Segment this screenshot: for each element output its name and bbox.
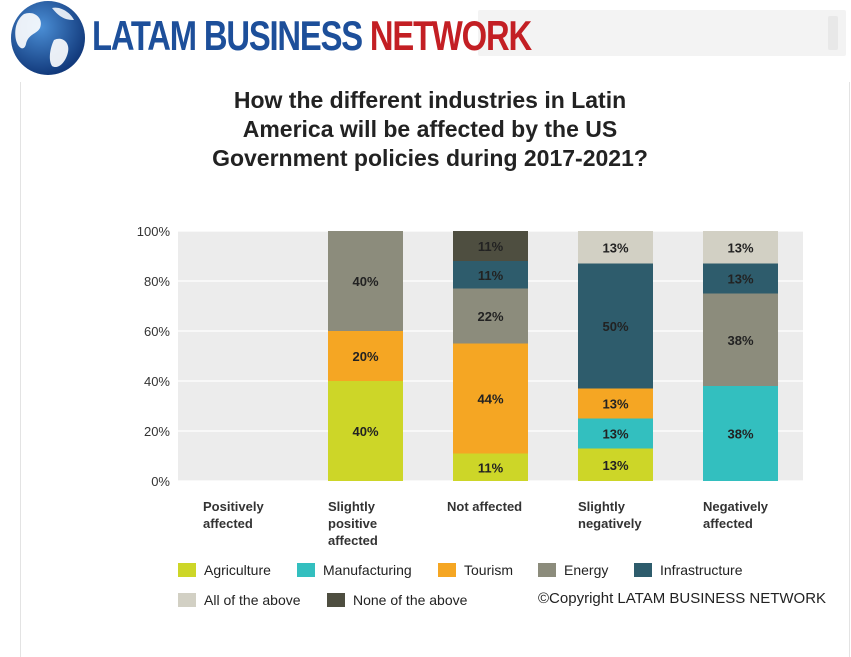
bar-segment bbox=[453, 288, 528, 344]
bar-segment bbox=[328, 331, 403, 381]
data-label: 22% bbox=[477, 309, 503, 324]
bar-segment bbox=[328, 381, 403, 481]
legend-item: Tourism bbox=[438, 562, 513, 578]
y-tick-label: 40% bbox=[144, 374, 170, 389]
chart-title-line: America will be affected by the US bbox=[242, 116, 618, 142]
data-label: 11% bbox=[478, 268, 504, 283]
legend-label: Tourism bbox=[464, 562, 514, 578]
legend-item: None of the above bbox=[327, 592, 467, 608]
data-label: 50% bbox=[602, 319, 628, 334]
content-card bbox=[20, 82, 850, 657]
data-label: 13% bbox=[602, 397, 628, 412]
chart-title: How the different industries in Latin Am… bbox=[160, 86, 700, 173]
data-label: 13% bbox=[727, 272, 753, 287]
legend-swatch bbox=[178, 563, 196, 577]
data-label: 11% bbox=[478, 239, 504, 254]
legend-label: Infrastructure bbox=[660, 562, 743, 578]
legend-item: Agriculture bbox=[178, 562, 271, 578]
data-label: 38% bbox=[727, 427, 753, 442]
x-category-label: Positively affected bbox=[203, 499, 264, 531]
x-category-label: Slightly negatively bbox=[578, 499, 642, 531]
chart-title-line: How the different industries in Latin bbox=[233, 87, 627, 113]
legend-item: Infrastructure bbox=[634, 562, 742, 578]
y-tick-label: 60% bbox=[144, 324, 170, 339]
bar-segment bbox=[703, 293, 778, 386]
bar-segment bbox=[578, 418, 653, 449]
legend-swatch bbox=[297, 563, 315, 577]
legend-label: None of the above bbox=[353, 592, 468, 608]
legend-swatch bbox=[438, 563, 456, 577]
scroll-handle[interactable] bbox=[828, 16, 838, 50]
legend-label: Manufacturing bbox=[323, 562, 412, 578]
y-tick-label: 100% bbox=[137, 224, 171, 239]
y-tick-label: 80% bbox=[144, 274, 170, 289]
legend-label: All of the above bbox=[204, 592, 301, 608]
top-bar bbox=[478, 10, 846, 56]
x-category-label: Negatively affected bbox=[703, 499, 769, 531]
data-label: 44% bbox=[477, 392, 503, 407]
legend-label: Agriculture bbox=[204, 562, 271, 578]
data-label: 13% bbox=[602, 427, 628, 442]
data-label: 20% bbox=[352, 349, 378, 364]
data-label: 13% bbox=[727, 240, 753, 255]
copyright-text: ©Copyright LATAM BUSINESS NETWORK bbox=[538, 590, 827, 607]
bar-segment bbox=[578, 231, 653, 264]
data-label: 13% bbox=[602, 240, 628, 255]
bar-segment bbox=[703, 231, 778, 264]
data-label: 13% bbox=[602, 458, 628, 473]
x-category-label: Not affected bbox=[447, 499, 523, 514]
bar-segment bbox=[453, 453, 528, 481]
legend-swatch bbox=[327, 593, 345, 607]
y-tick-label: 0% bbox=[151, 474, 170, 489]
bar-segment bbox=[578, 388, 653, 419]
brand-name: LATAM BUSINESS NETWORK bbox=[92, 12, 532, 60]
bar-segment bbox=[453, 231, 528, 261]
data-label: 40% bbox=[352, 274, 378, 289]
bar-segment bbox=[328, 231, 403, 331]
bar-segment bbox=[578, 448, 653, 481]
data-label: 38% bbox=[727, 333, 753, 348]
data-label: 11% bbox=[478, 460, 504, 475]
bar-segment bbox=[703, 263, 778, 294]
legend-item: Manufacturing bbox=[297, 562, 412, 578]
brand-name-part1: LATAM BUSINESS bbox=[92, 12, 370, 59]
bar-segment bbox=[453, 343, 528, 454]
chart-title-line: Government policies during 2017-2021? bbox=[212, 145, 648, 171]
legend-item: All of the above bbox=[178, 592, 301, 608]
brand-name-part2: NETWORK bbox=[369, 12, 532, 59]
bar-segment bbox=[453, 261, 528, 289]
bar-segment bbox=[578, 263, 653, 389]
legend-swatch bbox=[538, 563, 556, 577]
y-tick-label: 20% bbox=[144, 424, 170, 439]
legend-label: Energy bbox=[564, 562, 609, 578]
data-label: 40% bbox=[352, 424, 378, 439]
legend-swatch bbox=[634, 563, 652, 577]
legend-item: Energy bbox=[538, 562, 608, 578]
legend-swatch bbox=[178, 593, 196, 607]
bar-segment bbox=[703, 386, 778, 481]
globe-logo-icon bbox=[11, 1, 85, 75]
x-category-label: Slightly positive affected bbox=[328, 499, 378, 548]
